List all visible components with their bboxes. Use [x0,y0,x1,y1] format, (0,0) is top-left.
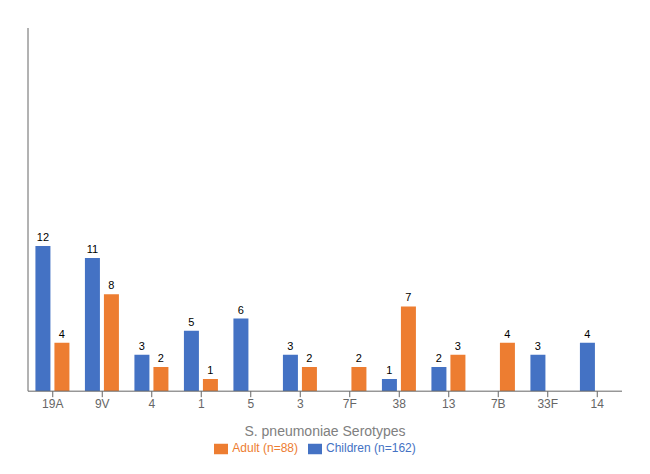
svg-text:9V: 9V [95,397,110,411]
html-text:Children (n=162): Children (n=162) [326,441,416,456]
svg-text:4: 4 [148,397,155,411]
svg-text:5: 5 [188,316,194,328]
svg-text:1: 1 [207,364,213,376]
svg-text:13: 13 [442,397,456,411]
html-text:Adult (n=88): Adult (n=88) [232,441,298,456]
svg-text:19A: 19A [42,397,63,411]
svg-text:12: 12 [37,231,49,243]
svg-text:2: 2 [436,352,442,364]
svg-text:6: 6 [238,304,244,316]
svg-text:3: 3 [455,340,461,352]
svg-text:33F: 33F [537,397,558,411]
svg-text:4: 4 [504,328,510,340]
svg-text:7F: 7F [343,397,357,411]
svg-text:2: 2 [306,352,312,364]
svg-text:1: 1 [198,397,205,411]
svg-text:14: 14 [591,397,605,411]
svg-text:38: 38 [393,397,407,411]
svg-text:2: 2 [158,352,164,364]
svg-text:5: 5 [247,397,254,411]
svg-text:3: 3 [139,340,145,352]
svg-text:11: 11 [87,243,98,255]
svg-text:3: 3 [297,397,304,411]
svg-text:1: 1 [386,364,392,376]
svg-text:8: 8 [108,279,114,291]
svg-text:7: 7 [405,291,411,303]
svg-text:3: 3 [287,340,293,352]
svg-text:4: 4 [584,328,590,340]
svg-text:7B: 7B [491,397,506,411]
svg-text:S. pneumoniae Serotypes: S. pneumoniae Serotypes [244,423,405,439]
svg-text:2: 2 [356,352,362,364]
svg-text:4: 4 [59,328,65,340]
svg-text:3: 3 [535,340,541,352]
